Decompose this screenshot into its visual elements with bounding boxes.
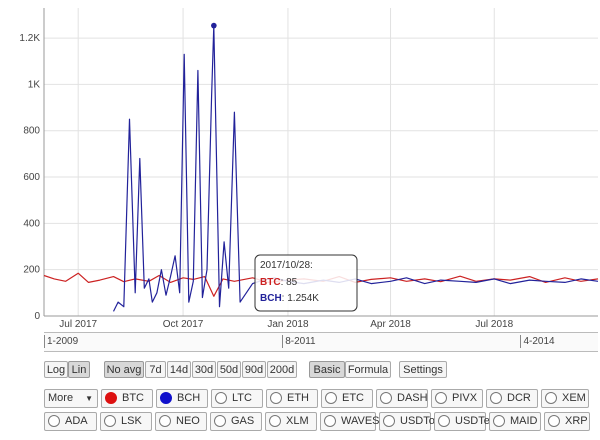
- x-tick-label: Jul 2018: [475, 319, 513, 330]
- line-chart[interactable]: 0 200 400 600 800 1K 1.2K Jul 2017 Oct 2017 Jan 2…: [0, 0, 600, 332]
- slider-label: 4-2014: [520, 335, 555, 348]
- radio-icon: [48, 415, 60, 427]
- x-tick-label: Apr 2018: [370, 319, 411, 330]
- coin-label: PIVX: [452, 392, 478, 404]
- coin-label: ETH: [287, 392, 309, 404]
- coin-label: USDTe: [455, 415, 490, 427]
- coin-label: LTC: [232, 392, 252, 404]
- avg-200d-button[interactable]: 200d: [267, 361, 297, 378]
- coin-toggle-bch[interactable]: BCH: [156, 389, 208, 408]
- avg-50d-button[interactable]: 50d: [217, 361, 241, 378]
- radio-icon: [159, 415, 171, 427]
- coin-toggle-xlm[interactable]: XLM: [265, 412, 317, 431]
- coin-label: USDTo: [400, 415, 435, 427]
- mode-formula-button[interactable]: Formula: [345, 361, 391, 378]
- avg-7d-button[interactable]: 7d: [145, 361, 166, 378]
- y-tick-label: 200: [23, 265, 40, 276]
- tooltip-row-btc: BTC: 85: [260, 277, 298, 288]
- coin-toggle-usdto[interactable]: USDTo: [379, 412, 435, 431]
- coin-toggle-lsk[interactable]: LSK: [100, 412, 152, 431]
- coin-toggle-pivx[interactable]: PIVX: [431, 389, 483, 408]
- coin-toggle-ltc[interactable]: LTC: [211, 389, 263, 408]
- y-tick-label: 800: [23, 126, 40, 137]
- coin-toggle-xem[interactable]: XEM: [541, 389, 589, 408]
- coin-label: XEM: [562, 392, 586, 404]
- radio-icon: [325, 392, 337, 404]
- coin-toggle-ada[interactable]: ADA: [44, 412, 97, 431]
- coin-label: NEO: [176, 415, 200, 427]
- coin-toggle-neo[interactable]: NEO: [155, 412, 207, 431]
- coin-toggle-waves[interactable]: WAVES: [320, 412, 380, 431]
- coin-toggle-btc[interactable]: BTC: [101, 389, 153, 408]
- y-tick-label: 1.2K: [19, 33, 40, 44]
- coin-toggle-etc[interactable]: ETC: [321, 389, 373, 408]
- y-tick-label: 600: [23, 172, 40, 183]
- coin-label: WAVES: [341, 415, 380, 427]
- scale-lin-button[interactable]: Lin: [68, 361, 90, 378]
- radio-icon: [490, 392, 502, 404]
- scale-log-button[interactable]: Log: [44, 361, 68, 378]
- coin-label: MAID: [510, 415, 538, 427]
- coin-toggle-eth[interactable]: ETH: [266, 389, 318, 408]
- coin-label: ADA: [65, 415, 88, 427]
- settings-button[interactable]: Settings: [399, 361, 447, 378]
- y-tick-label: 400: [23, 218, 40, 229]
- radio-icon: [383, 415, 395, 427]
- radio-icon: [214, 415, 226, 427]
- avg-14d-button[interactable]: 14d: [167, 361, 191, 378]
- y-tick-label: 0: [34, 311, 40, 322]
- radio-icon: [160, 392, 172, 404]
- coin-label: LSK: [121, 415, 142, 427]
- x-tick-label: Jan 2018: [267, 319, 309, 330]
- slider-label: 8-2011: [282, 335, 316, 348]
- coin-label: GAS: [231, 415, 255, 427]
- coin-toggle-maid[interactable]: MAID: [489, 412, 541, 431]
- radio-icon: [435, 392, 447, 404]
- coin-toggle-usdte[interactable]: USDTe: [434, 412, 490, 431]
- more-dropdown[interactable]: More ▼: [44, 389, 98, 408]
- radio-icon: [215, 392, 227, 404]
- radio-icon: [105, 392, 117, 404]
- series-line-bch: [112, 25, 599, 312]
- slider-label: 1-2009: [44, 335, 78, 348]
- coin-label: BCH: [177, 392, 201, 404]
- radio-icon: [493, 415, 505, 427]
- range-slider[interactable]: 1-2009 8-2011 4-2014: [44, 332, 598, 352]
- y-tick-label: 1K: [28, 79, 41, 90]
- coin-toggle-xrp[interactable]: XRP: [544, 412, 590, 431]
- coin-label: XLM: [286, 415, 309, 427]
- coin-label: DASH: [397, 392, 428, 404]
- radio-icon: [270, 392, 282, 404]
- more-label: More: [48, 392, 74, 404]
- x-tick-label: Jul 2017: [59, 319, 97, 330]
- coin-label: DCR: [507, 392, 531, 404]
- radio-icon: [269, 415, 281, 427]
- chevron-down-icon: ▼: [85, 394, 93, 403]
- coin-toggle-gas[interactable]: GAS: [210, 412, 262, 431]
- coin-toggle-dash[interactable]: DASH: [376, 389, 428, 408]
- tooltip-date: 2017/10/28:: [260, 260, 313, 271]
- radio-icon: [545, 392, 557, 404]
- mode-basic-button[interactable]: Basic: [309, 361, 345, 378]
- avg-no-avg-button[interactable]: No avg: [104, 361, 144, 378]
- coin-label: ETC: [342, 392, 364, 404]
- radio-icon: [548, 415, 560, 427]
- tooltip-row-bch: BCH: 1.254K: [260, 293, 319, 304]
- highlight-point: [211, 22, 217, 29]
- avg-90d-button[interactable]: 90d: [242, 361, 266, 378]
- radio-icon: [104, 415, 116, 427]
- coin-label: BTC: [122, 392, 144, 404]
- radio-icon: [324, 415, 336, 427]
- radio-icon: [380, 392, 392, 404]
- avg-30d-button[interactable]: 30d: [192, 361, 216, 378]
- tooltip-box: [254, 254, 358, 312]
- x-tick-label: Oct 2017: [163, 319, 204, 330]
- coin-label: XRP: [565, 415, 588, 427]
- coin-toggle-dcr[interactable]: DCR: [486, 389, 538, 408]
- radio-icon: [438, 415, 450, 427]
